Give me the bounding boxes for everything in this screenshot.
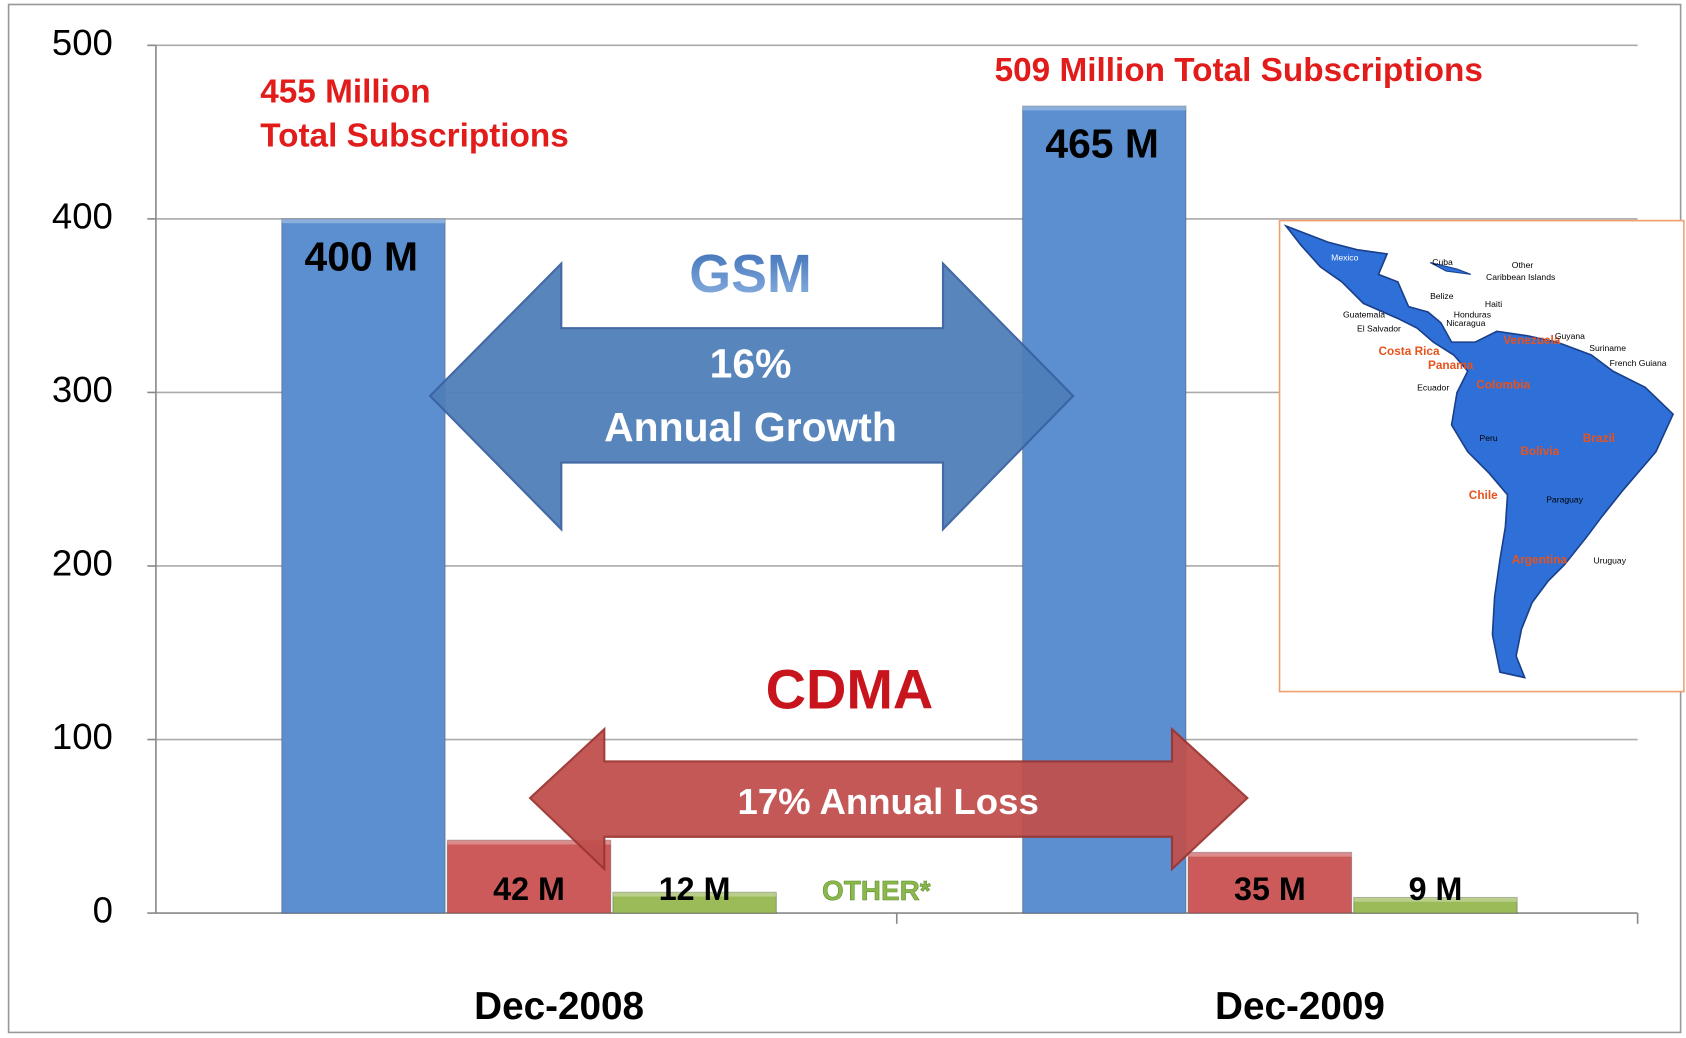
total-2009: 509 Million Total Subscriptions — [995, 52, 1483, 89]
map-label: Chile — [1469, 488, 1498, 502]
map-label: Argentina — [1512, 553, 1568, 567]
bar — [281, 218, 446, 914]
x-tick-label: Dec-2008 — [474, 985, 644, 1028]
y-tick-label: 300 — [52, 369, 113, 410]
map-label: Mexico — [1331, 253, 1358, 263]
growth-percent: 16% — [710, 341, 792, 387]
total-2008-line2: Total Subscriptions — [260, 118, 569, 155]
map-label: Honduras — [1454, 310, 1491, 320]
map-label: Venezuela — [1503, 333, 1561, 347]
growth-text: Annual Growth — [604, 404, 897, 450]
latin-america — [1283, 224, 1675, 679]
y-tick-label: 500 — [52, 22, 113, 63]
map-label: Caribbean Islands — [1486, 272, 1555, 282]
map: Mexico Cuba Other Caribbean Islands Belize Ha… — [1278, 219, 1685, 693]
y-tick-label: 0 — [93, 890, 113, 931]
map-label: Panama — [1428, 358, 1474, 372]
series-name: CDMA — [766, 657, 934, 720]
loss-arrow — [528, 726, 1249, 872]
value-label: 9 M — [1409, 871, 1463, 907]
map-label: Brazil — [1583, 431, 1615, 445]
map-label: Bolivia — [1520, 444, 1559, 458]
value-label: 465 M — [1045, 121, 1159, 167]
y-tick-label: 200 — [52, 543, 113, 584]
growth-arrow — [428, 261, 1075, 532]
annotations: 455 Million Total Subscriptions 509 Mill… — [260, 52, 1483, 872]
bar — [612, 891, 777, 914]
y-tick-label: 400 — [52, 196, 113, 237]
map-label: French Guiana — [1610, 358, 1667, 368]
x-tick-label: Dec-2009 — [1215, 985, 1385, 1028]
map-label: Suriname — [1589, 343, 1626, 353]
map-label: Guyana — [1555, 331, 1585, 341]
map-label: Haiti — [1485, 299, 1502, 309]
map-label: Ecuador — [1417, 383, 1449, 393]
cuba-shape — [1429, 262, 1472, 275]
map-label: Cuba — [1432, 257, 1453, 267]
bar-highlight — [1353, 897, 1518, 902]
value-label: 35 M — [1234, 871, 1306, 907]
bar-highlight — [612, 892, 777, 897]
map-label: Nicaragua — [1446, 318, 1485, 328]
bar-highlight — [1188, 852, 1352, 857]
map-label: Uruguay — [1594, 556, 1627, 566]
map-label: Peru — [1480, 433, 1498, 443]
bar — [446, 839, 612, 914]
value-label: 12 M — [659, 871, 731, 907]
bar-highlight — [1022, 106, 1187, 111]
bar — [1353, 896, 1518, 914]
bar-highlight — [281, 218, 446, 224]
series-name: OTHER* — [822, 875, 931, 906]
map-label: Colombia — [1476, 377, 1530, 391]
loss-text: 17% Annual Loss — [738, 781, 1039, 822]
map-label: Paraguay — [1546, 494, 1583, 504]
value-label: 42 M — [493, 871, 565, 907]
map-label: Costa Rica — [1378, 344, 1439, 358]
series-name: GSM — [689, 244, 811, 304]
map-label: El Salvador — [1357, 323, 1401, 333]
value-label: 400 M — [305, 234, 419, 280]
total-2008-line1: 455 Million — [260, 74, 430, 111]
bar — [1187, 851, 1353, 914]
bar-highlight — [447, 840, 611, 845]
map-label: Belize — [1430, 291, 1454, 301]
map-label: Guatemala — [1343, 310, 1385, 320]
y-tick-label: 100 — [52, 716, 113, 757]
map-label: Other — [1512, 260, 1534, 270]
